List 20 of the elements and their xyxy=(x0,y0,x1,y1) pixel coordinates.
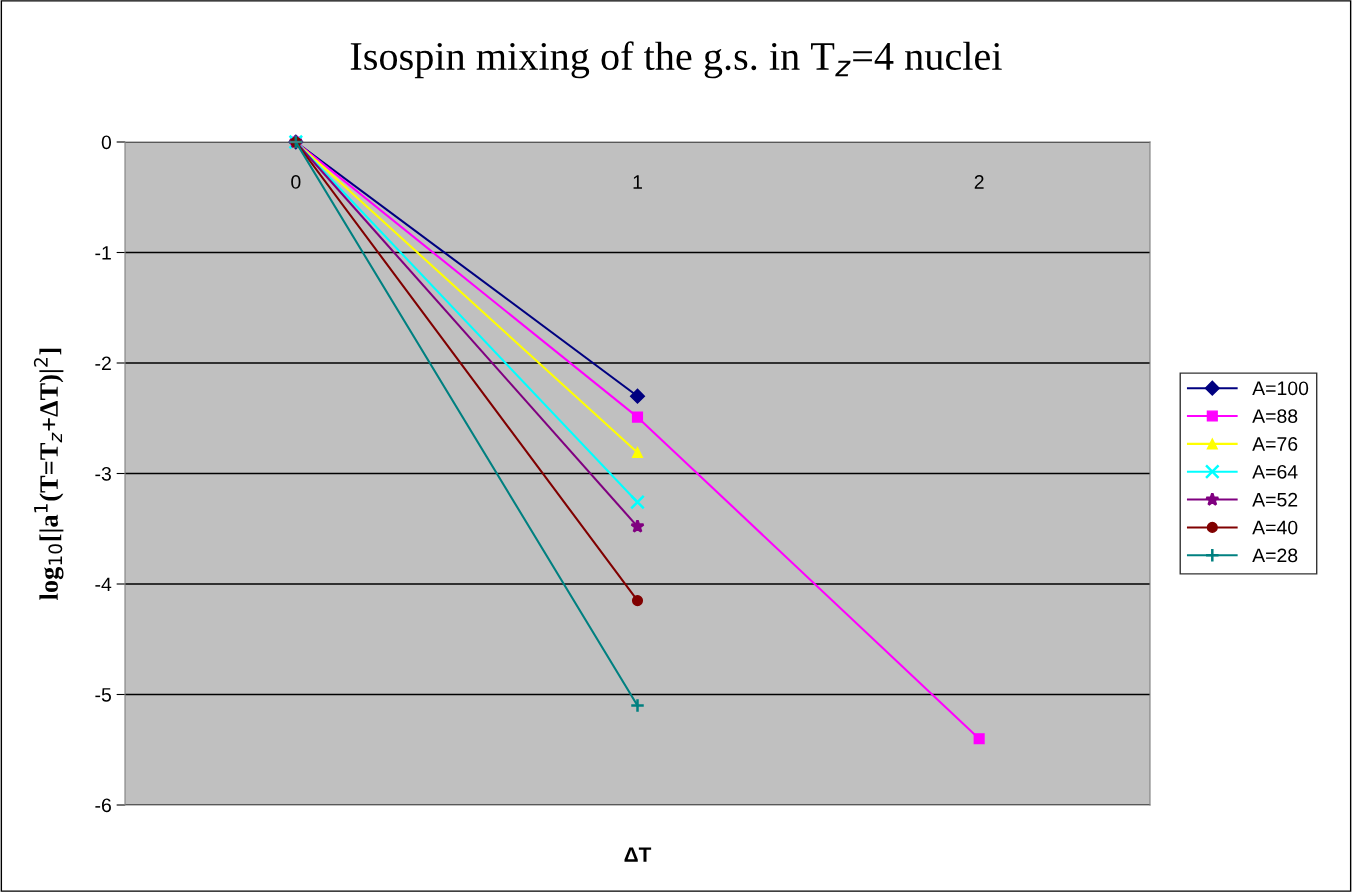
x-tick-label: 2 xyxy=(974,175,984,189)
legend-label: A=64 xyxy=(1252,464,1298,479)
legend-label: A=40 xyxy=(1252,520,1298,535)
y-tick-label: -4 xyxy=(95,577,112,592)
legend-label: A=28 xyxy=(1252,548,1298,563)
y-tick-label: -3 xyxy=(95,466,111,481)
y-tick-label: -6 xyxy=(95,798,111,813)
legend-label: A=76 xyxy=(1252,437,1298,451)
x-tick-label: 1 xyxy=(633,175,642,189)
y-tick-label: -1 xyxy=(95,246,111,260)
y-tick-label: 0 xyxy=(101,135,112,150)
x-axis-title: ΔT xyxy=(624,847,652,862)
x-tick-label: 0 xyxy=(291,175,301,189)
chart-title: Isospin mixing of the g.s. in T$_{z}$=4 nuclei xyxy=(350,41,1002,79)
y-tick-label: -5 xyxy=(95,688,111,702)
legend-label: A=88 xyxy=(1252,409,1298,424)
legend-label: A=52 xyxy=(1252,492,1298,507)
y-tick-label: -2 xyxy=(95,356,111,371)
text: log$_{10}$[|a$^{1}$(T=T$_{z}$+ΔT)|$^{2}$] xyxy=(33,348,64,600)
legend-label: A=100 xyxy=(1252,381,1309,396)
